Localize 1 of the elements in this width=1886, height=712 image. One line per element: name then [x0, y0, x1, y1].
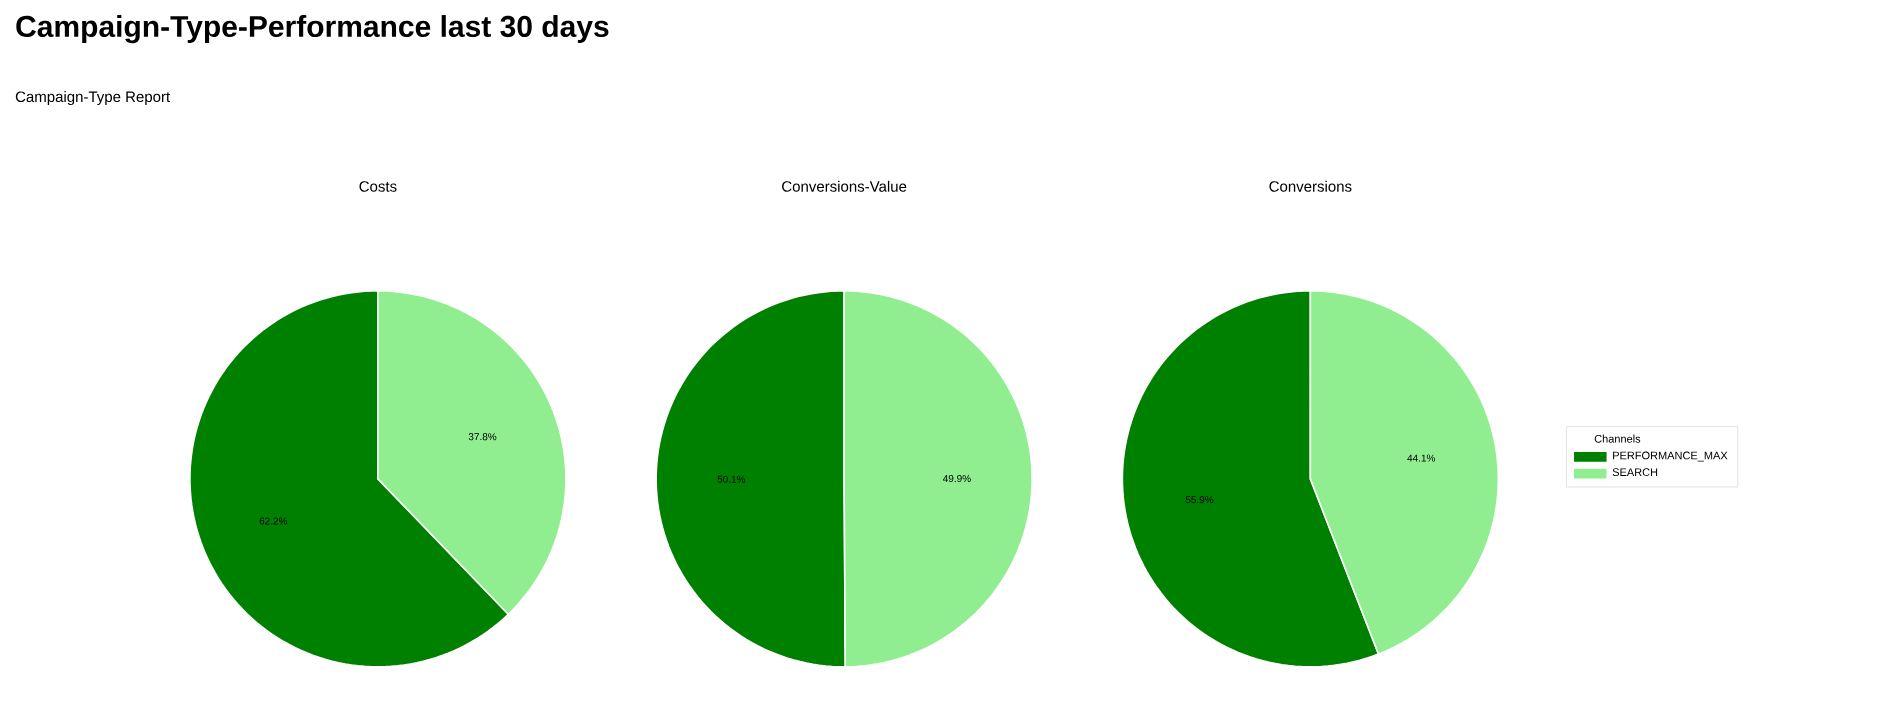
text: Campaign-Type-Performance last 30 days [16, 15, 609, 44]
